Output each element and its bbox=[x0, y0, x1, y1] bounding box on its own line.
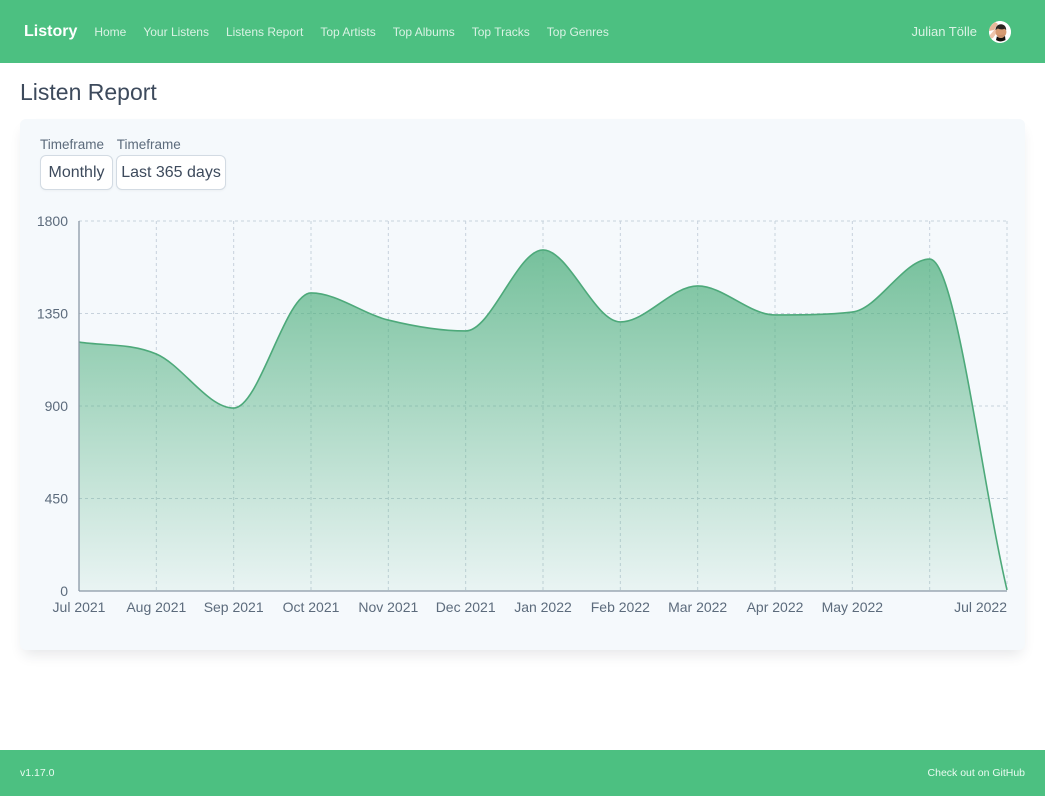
svg-text:Mar 2022: Mar 2022 bbox=[668, 599, 727, 615]
svg-text:Oct 2021: Oct 2021 bbox=[283, 599, 340, 615]
svg-text:1800: 1800 bbox=[37, 213, 68, 229]
svg-text:Feb 2022: Feb 2022 bbox=[591, 599, 650, 615]
svg-text:Aug 2021: Aug 2021 bbox=[126, 599, 186, 615]
svg-text:450: 450 bbox=[45, 491, 69, 507]
svg-text:Jan 2022: Jan 2022 bbox=[514, 599, 572, 615]
svg-text:900: 900 bbox=[45, 398, 69, 414]
svg-text:May 2022: May 2022 bbox=[822, 599, 884, 615]
svg-text:Jul 2022: Jul 2022 bbox=[954, 599, 1007, 615]
svg-text:Jul 2021: Jul 2021 bbox=[53, 599, 106, 615]
svg-text:Nov 2021: Nov 2021 bbox=[358, 599, 418, 615]
svg-text:0: 0 bbox=[60, 583, 68, 599]
svg-text:1350: 1350 bbox=[37, 306, 68, 322]
svg-text:Apr 2022: Apr 2022 bbox=[747, 599, 804, 615]
svg-text:Dec 2021: Dec 2021 bbox=[436, 599, 496, 615]
svg-text:Sep 2021: Sep 2021 bbox=[204, 599, 264, 615]
